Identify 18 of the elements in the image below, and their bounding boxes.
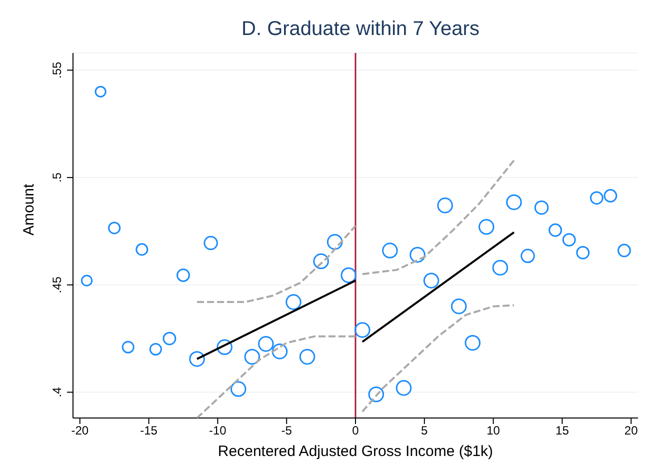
x-tick-label: -15 <box>140 424 158 438</box>
x-tick-label: 5 <box>421 424 428 438</box>
x-tick-label: 10 <box>486 424 500 438</box>
chart-title: D. Graduate within 7 Years <box>240 18 480 41</box>
x-axis-title: Recentered Adjusted Gross Income ($1k) <box>218 443 494 460</box>
y-tick-label: .55 <box>50 62 64 79</box>
line-series <box>196 224 356 304</box>
x-tick-label: -10 <box>209 424 227 438</box>
x-tick-label: 20 <box>624 424 638 438</box>
y-tick-label: .5 <box>50 172 64 183</box>
y-axis-title: Amount <box>20 182 38 236</box>
line-series <box>361 159 515 276</box>
y-tick-label: .45 <box>50 276 64 294</box>
y-tick-label: .4 <box>50 386 64 398</box>
x-tick-label: -5 <box>281 424 292 438</box>
x-tick-label: 15 <box>556 424 570 438</box>
x-tick-label: 0 <box>352 424 360 438</box>
x-tick-label: -20 <box>71 424 89 438</box>
